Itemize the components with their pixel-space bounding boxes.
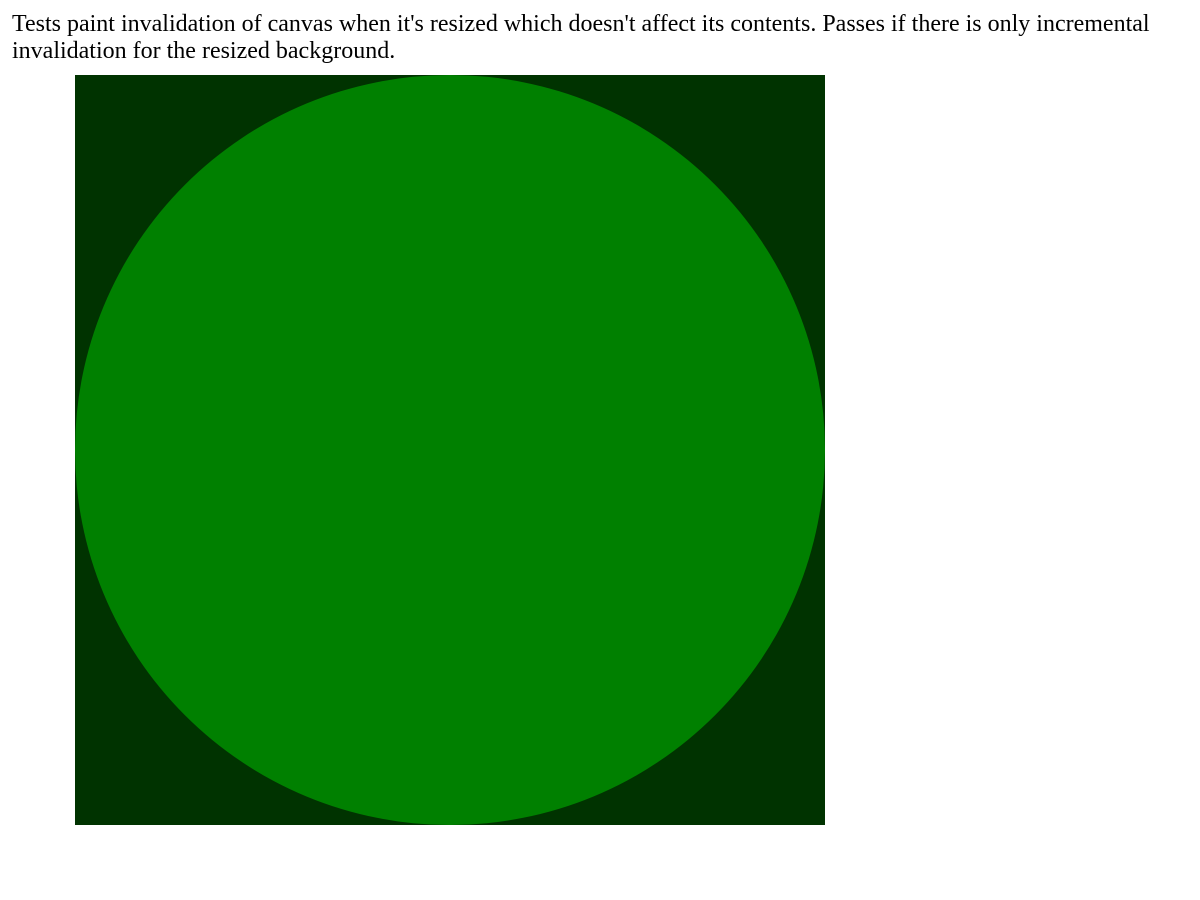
test-description: Tests paint invalidation of canvas when … [12,11,1192,65]
test-canvas [75,75,825,825]
green-circle [75,75,825,825]
